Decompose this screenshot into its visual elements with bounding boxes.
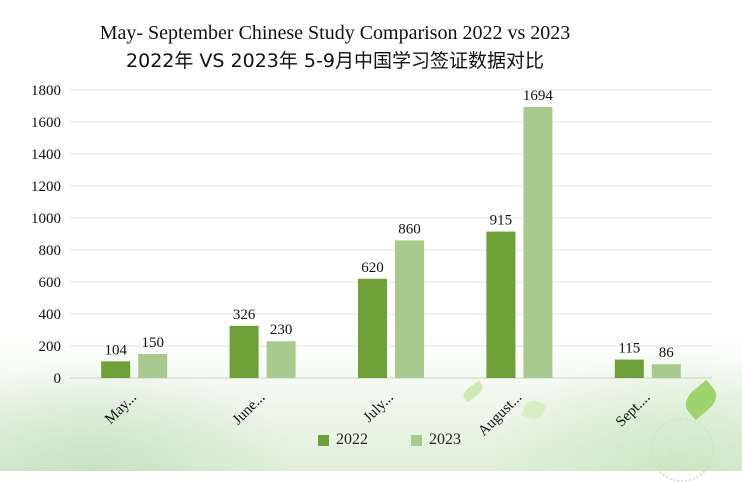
bar-2022 [101, 361, 131, 378]
legend-label-2022: 2022 [336, 431, 368, 448]
chart-subtitle: 2022年 VS 2023年 5-9月中国学习签证数据对比 [126, 50, 544, 72]
data-label: 620 [361, 260, 384, 276]
x-tick-label: Sept.... [613, 390, 654, 431]
y-tick-label: 1800 [31, 83, 61, 99]
y-tick-label: 1000 [31, 211, 61, 227]
x-tick-label: June... [230, 390, 269, 429]
plot-area: 0 200 400 600 800 1000 1200 1400 1600 1800 104 150 M… [31, 83, 712, 440]
data-label: 326 [233, 307, 256, 323]
legend-item-2022: 2022 [318, 431, 368, 449]
y-tick-label: 1400 [31, 147, 61, 163]
data-label: 104 [104, 342, 127, 358]
y-tick-label: 0 [54, 371, 62, 387]
bar-2023 [651, 364, 681, 378]
bar-2022 [614, 359, 644, 378]
bar-2023 [138, 354, 168, 378]
bar-2022 [229, 325, 259, 378]
background-decoration [0, 361, 300, 471]
legend-label-2023: 2023 [429, 431, 461, 448]
y-tick-label: 800 [39, 243, 62, 259]
data-label: 860 [398, 221, 421, 237]
legend-item-2023: 2023 [411, 431, 461, 449]
bar-2022 [358, 278, 387, 378]
bar-2023 [395, 240, 424, 378]
flower-icon [664, 432, 698, 466]
bar-2023 [523, 106, 553, 379]
data-label: 115 [618, 341, 640, 357]
y-tick-label: 1200 [31, 179, 61, 195]
data-label: 230 [270, 322, 293, 338]
y-tick-label: 400 [39, 307, 62, 323]
x-tick-label: July... [361, 390, 397, 426]
data-label: 915 [490, 213, 513, 229]
y-tick-label: 600 [39, 275, 62, 291]
legend-swatch-2022 [318, 434, 329, 446]
y-tick-label: 200 [39, 339, 62, 355]
y-tick-label: 1600 [31, 115, 61, 131]
data-label: 86 [659, 345, 675, 361]
chart-title: May- September Chinese Study Comparison … [99, 22, 571, 44]
data-label: 150 [141, 335, 164, 351]
bar-2023 [266, 341, 296, 378]
x-tick-label: May... [102, 390, 140, 428]
chart: May- September Chinese Study Comparison … [0, 22, 742, 482]
bar-2022 [486, 231, 516, 378]
data-label: 1694 [523, 88, 554, 104]
x-tick-label: August... [475, 390, 525, 440]
legend-swatch-2023 [411, 434, 422, 446]
